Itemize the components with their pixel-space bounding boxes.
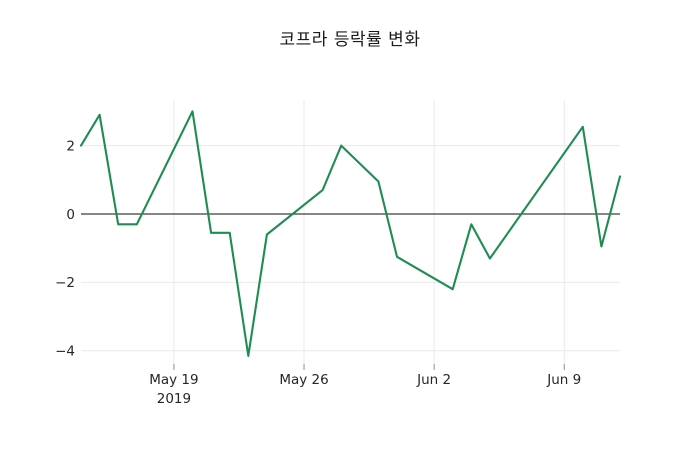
y-tick-label: −2 bbox=[55, 275, 75, 291]
series-line bbox=[79, 110, 622, 357]
x-tick-label: May 19 bbox=[149, 372, 198, 388]
chart-title: 코프라 등락률 변화 bbox=[279, 30, 421, 50]
y-tick-label: 0 bbox=[66, 207, 75, 223]
x-tick-year-label: 2019 bbox=[157, 391, 191, 407]
x-tick-label: Jun 9 bbox=[546, 372, 581, 388]
x-tick-label: May 26 bbox=[279, 372, 328, 388]
y-tick-label: 2 bbox=[66, 138, 75, 154]
y-tick-label: −4 bbox=[55, 344, 75, 360]
x-tick-label: Jun 2 bbox=[416, 372, 451, 388]
